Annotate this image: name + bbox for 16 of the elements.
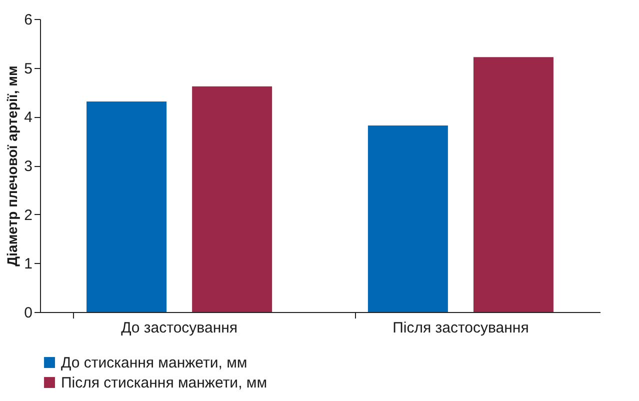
y-tick-label: 4 [24,109,32,126]
y-axis-title: Діаметр плечової артерії, мм [4,66,20,266]
bar [473,57,554,312]
y-tick-label: 0 [24,304,32,322]
x-tick-label: До застосування [121,320,238,336]
bar [86,102,167,312]
y-tick-label: 6 [24,12,32,28]
y-tick-label: 2 [24,206,32,224]
bar [368,125,448,312]
legend-label: До стискання манжети, мм [61,354,248,372]
x-tick-label: Після застосування [392,320,529,336]
bar [192,86,272,312]
y-tick-label: 5 [24,60,32,78]
y-tick-label: 1 [24,256,32,273]
y-tick-label: 3 [24,158,32,175]
legend-label: Після стискання манжети, мм [61,374,268,392]
